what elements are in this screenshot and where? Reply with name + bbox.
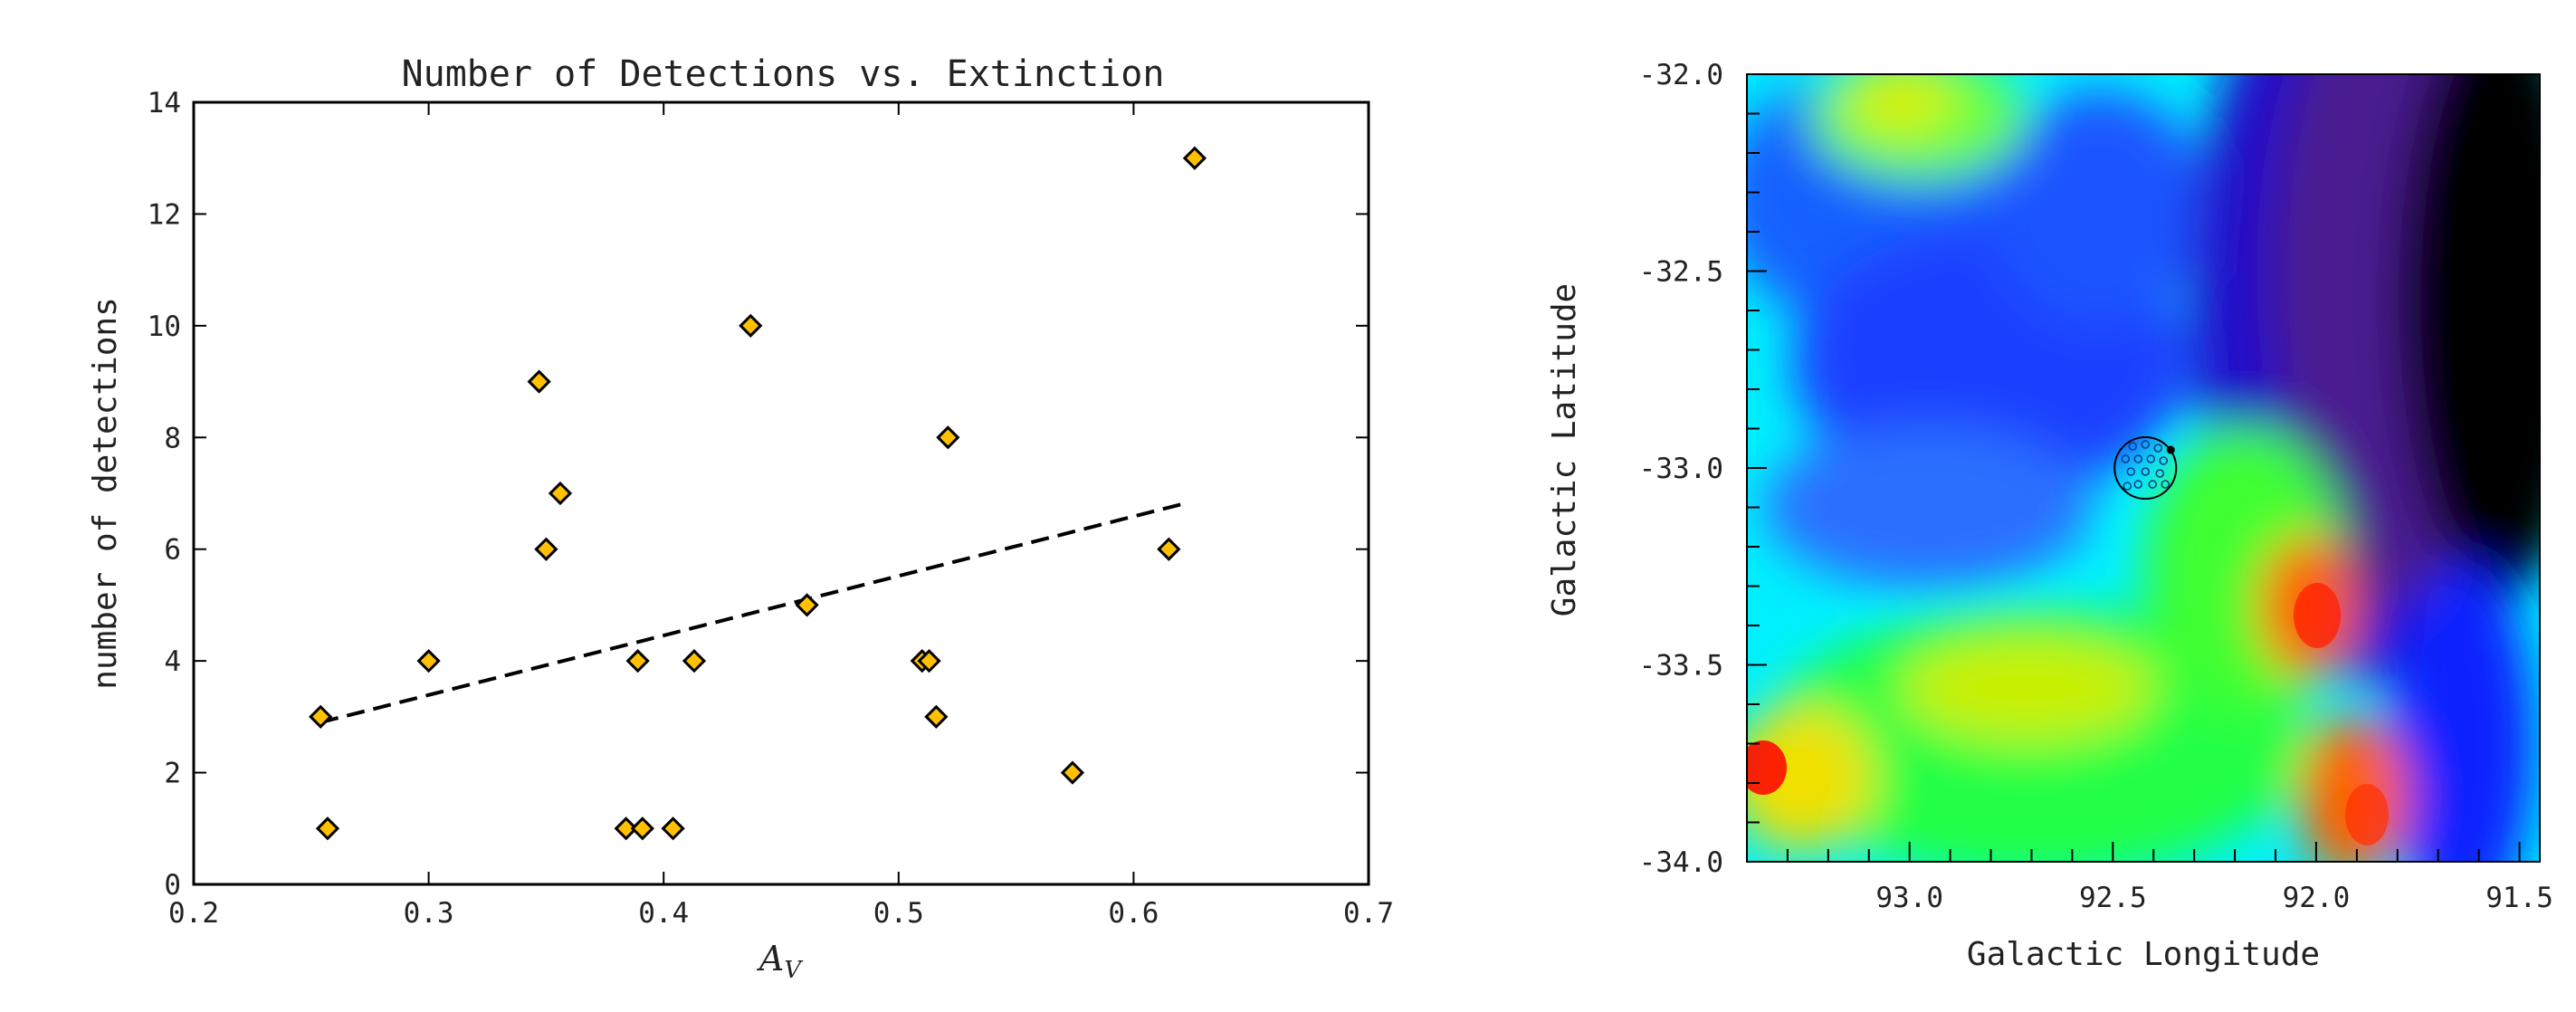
heatmap-overlay: [2113, 435, 2178, 501]
field-dot: [2146, 454, 2155, 463]
scatter-y-tick-label: 14: [148, 87, 181, 119]
scatter-y-tick-label: 0: [164, 869, 181, 902]
scatter-x-tick-label: 0.3: [404, 897, 454, 930]
scatter-y-tick-label: 10: [148, 310, 181, 343]
scatter-point: [548, 481, 573, 506]
heat-blob-blue-right: [2390, 561, 2534, 862]
heatmap-y-tick-label: -33.5: [1639, 650, 1723, 683]
heat-hot-spot-mid: [2294, 583, 2341, 648]
scatter-y-tick-label: 12: [148, 198, 181, 231]
scatter-chart: Number of Detections vs. Extinction 0 2 4 6…: [87, 53, 1394, 984]
scatter-point: [416, 649, 441, 673]
field-dot: [2159, 456, 2168, 465]
scatter-point: [682, 649, 707, 673]
heatmap-y-tick-label: -32.0: [1639, 59, 1723, 91]
heatmap-hot-spots: [1747, 583, 2389, 845]
field-dot: [2148, 480, 2157, 489]
scatter-point: [527, 369, 551, 394]
scatter-point: [936, 425, 960, 450]
heatmap-x-axis-label: Galactic Longitude: [1967, 936, 2320, 973]
heatmap-y-tick-label: -34.0: [1639, 846, 1723, 879]
field-dot: [2128, 442, 2137, 451]
heat-blob-yellow-top: [1846, 74, 1955, 136]
scatter-point: [614, 816, 638, 841]
scatter-y-tick-label: 6: [164, 534, 181, 567]
scatter-y-tick-label: 8: [164, 422, 181, 454]
heatmap-y-axis-label: Galactic Latitude: [1546, 283, 1583, 616]
scatter-point: [917, 649, 941, 673]
heatmap-x-tick-label: 93.0: [1875, 882, 1943, 914]
scatter-point: [1060, 760, 1085, 785]
heatmap-y-tick-label: -33.0: [1639, 453, 1723, 485]
heat-blob-yellow-left: [1747, 706, 1874, 851]
scatter-fit-line: [320, 502, 1181, 724]
heat-blob-blue-3: [1765, 425, 2091, 588]
field-dot: [2133, 454, 2142, 463]
scatter-title: Number of Detections vs. Extinction: [402, 53, 1165, 95]
scatter-x-axis-label: AV: [757, 939, 803, 984]
scatter-x-tick-label: 0.7: [1343, 897, 1394, 930]
heat-blob-black: [2399, 74, 2540, 597]
scatter-point: [630, 816, 654, 841]
scatter-x-tick-label: 0.5: [873, 897, 924, 930]
scatter-point: [1182, 146, 1207, 170]
field-dot-filled: [2166, 445, 2175, 454]
scatter-x-tick-labels: 0.2 0.3 0.4 0.5 0.6 0.7: [168, 897, 1394, 930]
heatmap-x-tick-labels: 93.0 92.5 92.0 91.5: [1875, 882, 2553, 914]
scatter-points-layer: [309, 146, 1207, 841]
scatter-point: [534, 537, 558, 561]
field-dot: [2123, 482, 2132, 491]
x-label-subscript: V: [784, 957, 803, 984]
heatmap-y-tick-label: -32.5: [1639, 256, 1723, 289]
scatter-fit-line-layer: [320, 502, 1181, 724]
scatter-point: [924, 704, 949, 729]
heatmap-color-field: [1747, 74, 2540, 862]
scatter-point: [625, 649, 650, 673]
heatmap-x-tick-label: 92.5: [2079, 882, 2147, 914]
scatter-point: [309, 704, 333, 729]
scatter-tick-marks: [193, 101, 1369, 885]
x-label-symbol: A: [757, 939, 784, 979]
heat-blob-blue-4: [1991, 91, 2209, 326]
field-dot: [2155, 469, 2164, 478]
heat-hot-spot-bottom: [2345, 784, 2389, 845]
heat-hot-spot-left: [1747, 740, 1787, 795]
scatter-x-tick-label: 0.4: [638, 897, 689, 930]
heatmap-chart: -32.0 -32.5 -33.0 -33.5 -34.0 93.0 92.5 92.0 91…: [1546, 59, 2553, 973]
heatmap-x-tick-label: 92.0: [2283, 882, 2351, 914]
heatmap-y-tick-labels: -32.0 -32.5 -33.0 -33.5 -34.0: [1639, 59, 1723, 879]
heatmap-x-tick-label: 91.5: [2485, 882, 2553, 914]
scatter-y-tick-label: 4: [164, 645, 181, 678]
scatter-point: [739, 313, 763, 338]
field-dot: [2161, 480, 2170, 489]
field-dot: [2141, 440, 2150, 449]
scatter-point: [315, 816, 340, 841]
field-dot: [2133, 480, 2142, 489]
field-dot: [2126, 467, 2135, 476]
scatter-point: [795, 593, 819, 617]
scatter-point: [661, 816, 685, 841]
field-dot: [2153, 444, 2162, 453]
scatter-y-axis-label: number of detections: [87, 297, 124, 689]
scatter-x-tick-label: 0.6: [1108, 897, 1159, 930]
field-dot: [2121, 454, 2130, 463]
scatter-y-tick-labels: 0 2 4 6 8 10 12 14: [148, 87, 181, 902]
heat-blob-yellow-bottom: [1901, 634, 2154, 742]
field-dot: [2141, 467, 2150, 476]
scatter-x-tick-label: 0.2: [168, 897, 219, 930]
scatter-point: [1157, 537, 1181, 561]
field-circle: [2113, 435, 2178, 501]
heatmap-tick-marks: [1746, 73, 2521, 863]
scatter-plot-frame: [192, 100, 1370, 886]
scatter-y-tick-label: 2: [164, 758, 181, 790]
